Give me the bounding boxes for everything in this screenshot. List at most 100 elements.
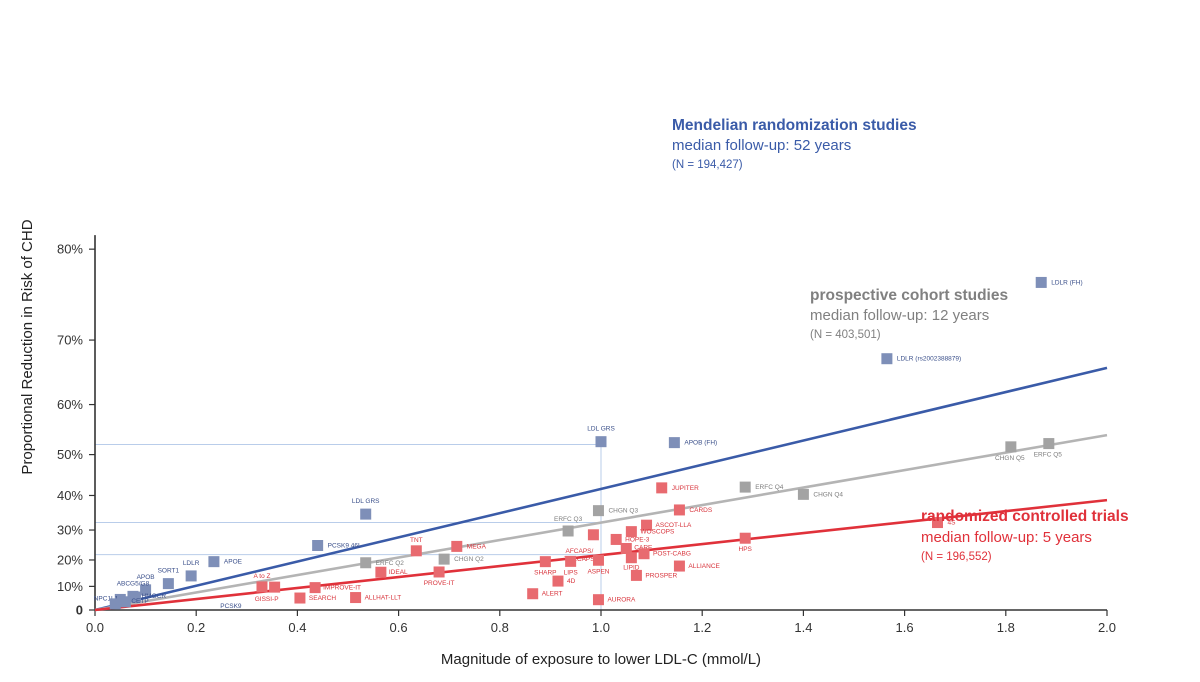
point-label: HPS	[739, 546, 753, 553]
point-label: LDLR (FH)	[1051, 279, 1082, 286]
point-marker	[185, 570, 197, 582]
point-marker	[610, 533, 622, 545]
point-marker	[433, 566, 445, 578]
point-marker	[539, 556, 551, 568]
point-marker	[625, 526, 637, 538]
point-label: ALLIANCE	[688, 563, 720, 570]
point-marker	[269, 581, 281, 593]
point-label: TEXCAPS	[564, 556, 595, 563]
point-label: LDL GRS	[352, 498, 380, 505]
y-tick-label: 80%	[57, 242, 83, 257]
point-marker	[587, 529, 599, 541]
point-marker	[360, 508, 372, 520]
point-label: CHGN Q2	[454, 556, 484, 563]
annotation-rct-followup: median follow-up: 5 years	[921, 529, 1092, 546]
point-label: PROSPER	[645, 572, 677, 579]
point-marker	[592, 594, 604, 606]
y-tick-label: 40%	[57, 488, 83, 503]
x-tick-label: 1.4	[794, 620, 812, 635]
point-label: GISSI-P	[255, 596, 279, 603]
point-marker	[620, 542, 632, 554]
annotation-cohort-n: (N = 403,501)	[810, 329, 881, 341]
x-tick-label: 0.4	[288, 620, 306, 635]
point-label: LIPS	[564, 569, 579, 576]
point-label: LIPID	[623, 565, 640, 572]
x-tick-label: 0.2	[187, 620, 205, 635]
point-label: AURORA	[607, 597, 635, 604]
point-label: ERFC Q3	[554, 516, 583, 523]
annotation-rct-n: (N = 196,552)	[921, 551, 992, 563]
point-label: ALLHAT-LLT	[365, 595, 402, 602]
point-label: ASPEN	[587, 568, 609, 575]
y-tick-label: 10%	[57, 579, 83, 594]
y-tick-label: 50%	[57, 447, 83, 462]
point-label: ERFC Q5	[1034, 452, 1063, 459]
point-label: IMPROVE-IT	[323, 585, 361, 592]
point-marker	[592, 505, 604, 517]
point-label: SEARCH	[309, 595, 336, 602]
x-tick-label: 1.0	[592, 620, 610, 635]
point-label: 4D	[567, 578, 576, 585]
point-marker	[451, 540, 463, 552]
x-tick-label: 2.0	[1098, 620, 1116, 635]
point-marker	[1005, 441, 1017, 453]
y-axis-title: Proportional Reduction in Risk of CHD	[19, 219, 36, 474]
point-label: APOB	[137, 574, 155, 581]
point-label: IDEAL	[389, 569, 408, 576]
point-marker	[410, 545, 422, 557]
point-marker	[638, 548, 650, 560]
point-marker	[656, 482, 668, 494]
x-axis-title: Magnitude of exposure to lower LDL-C (mm…	[441, 651, 761, 668]
point-marker	[797, 488, 809, 500]
annotation-mendelian-followup: median follow-up: 52 years	[672, 137, 851, 154]
point-label: PCSK9 46L	[328, 543, 362, 550]
y-tick-label: 60%	[57, 397, 83, 412]
point-marker	[739, 481, 751, 493]
annotation-cohort-title: prospective cohort studies	[810, 287, 1008, 304]
point-marker	[360, 557, 372, 569]
point-marker	[527, 588, 539, 600]
point-marker	[119, 596, 131, 608]
point-marker	[375, 566, 387, 578]
y-tick-label: 0	[76, 603, 83, 618]
point-label: NPC1L1	[94, 595, 119, 602]
point-marker	[625, 552, 637, 564]
point-marker	[739, 532, 751, 544]
point-marker	[438, 553, 450, 565]
point-marker	[1043, 438, 1055, 450]
point-label: WOSCOPS	[640, 529, 675, 536]
point-label: ASCOT-LLA	[656, 522, 692, 529]
point-label: JUPITER	[672, 485, 699, 492]
point-label: PCSK9	[220, 603, 242, 610]
point-marker	[931, 517, 943, 529]
point-marker	[256, 581, 268, 593]
data-points: LDLR (FH) LDLR (rs2002388879) LDL GRS APOB …	[94, 276, 1083, 610]
point-marker	[312, 540, 324, 552]
fit-line-mendelian	[94, 366, 1108, 612]
point-marker	[592, 554, 604, 566]
point-marker	[140, 584, 152, 596]
guide-lines	[95, 444, 602, 610]
point-label: MEGA	[467, 543, 487, 550]
point-marker	[668, 437, 680, 449]
point-label: PROVE-IT	[424, 580, 455, 587]
point-label: CARDS	[689, 507, 712, 514]
point-marker	[109, 598, 121, 610]
point-marker	[565, 555, 577, 567]
point-marker	[129, 591, 141, 603]
point-marker	[881, 353, 893, 365]
point-marker	[162, 578, 174, 590]
point-label: CETP	[131, 598, 148, 605]
point-marker	[309, 582, 321, 594]
point-label: ERFC Q2	[376, 560, 405, 567]
point-label: POST-CABG	[653, 551, 691, 558]
annotation-rct-title: randomized controlled trials	[921, 508, 1129, 525]
point-label: TNT	[410, 537, 423, 544]
point-label: CHGN Q4	[813, 491, 843, 498]
point-label: ALERT	[542, 591, 563, 598]
annotation-mendelian-title: Mendelian randomization studies	[672, 117, 917, 134]
point-label: CARE	[634, 544, 653, 551]
point-label: LDL GRS	[587, 426, 615, 433]
